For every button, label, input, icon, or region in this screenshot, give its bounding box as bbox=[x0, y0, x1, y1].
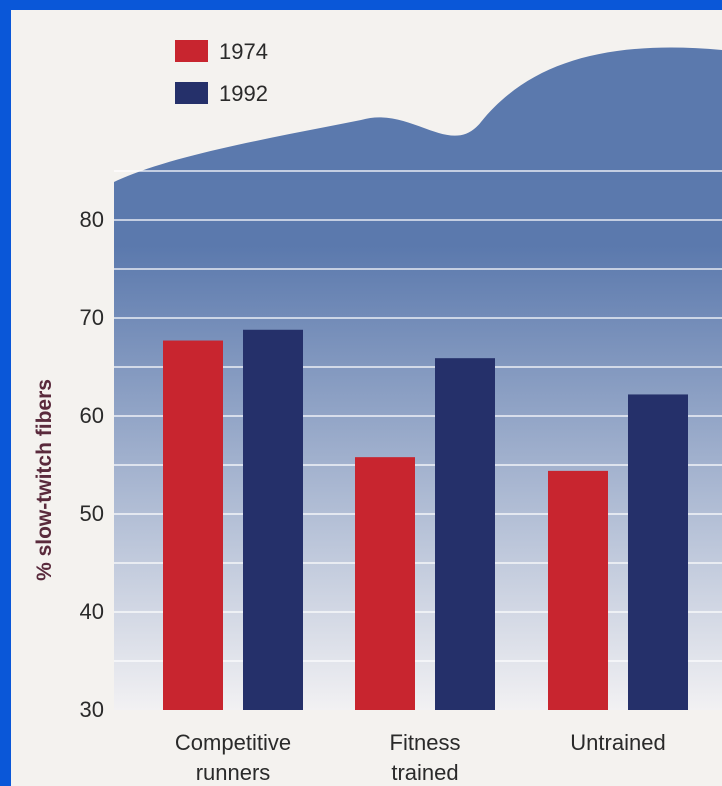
x-category-label: Competitive runners bbox=[175, 730, 291, 785]
legend: 1974 1992 bbox=[175, 39, 268, 106]
y-tick-label: 30 bbox=[80, 697, 104, 722]
y-axis: 30 40 50 60 70 80 bbox=[80, 207, 104, 722]
y-tick-label: 70 bbox=[80, 305, 104, 330]
bar-1992-1 bbox=[435, 358, 495, 710]
bars bbox=[163, 329, 688, 710]
gridlines bbox=[114, 170, 722, 662]
x-category-label: Fitness trained bbox=[390, 730, 461, 785]
y-tick-label: 50 bbox=[80, 501, 104, 526]
y-tick-label: 60 bbox=[80, 403, 104, 428]
x-axis: Competitive runners Fitness trained Untraine… bbox=[175, 730, 666, 785]
y-tick-label: 80 bbox=[80, 207, 104, 232]
bar-1974-1 bbox=[355, 457, 415, 710]
legend-swatch-1974 bbox=[175, 40, 208, 62]
legend-swatch-1992 bbox=[175, 82, 208, 104]
bar-1992-2 bbox=[628, 394, 688, 710]
bar-chart: 30 40 50 60 70 80 Competitive runners Fitness tr… bbox=[33, 39, 722, 785]
bar-1992-0 bbox=[243, 329, 303, 710]
legend-label-1974: 1974 bbox=[219, 39, 268, 64]
y-tick-label: 40 bbox=[80, 599, 104, 624]
legend-label-1992: 1992 bbox=[219, 81, 268, 106]
x-category-label: Untrained bbox=[570, 730, 665, 755]
bar-1974-2 bbox=[548, 470, 608, 710]
bar-1974-0 bbox=[163, 340, 223, 710]
chart-frame: 30 40 50 60 70 80 Competitive runners Fitness tr… bbox=[11, 10, 722, 786]
y-axis-label: % slow-twitch fibers bbox=[33, 379, 56, 581]
